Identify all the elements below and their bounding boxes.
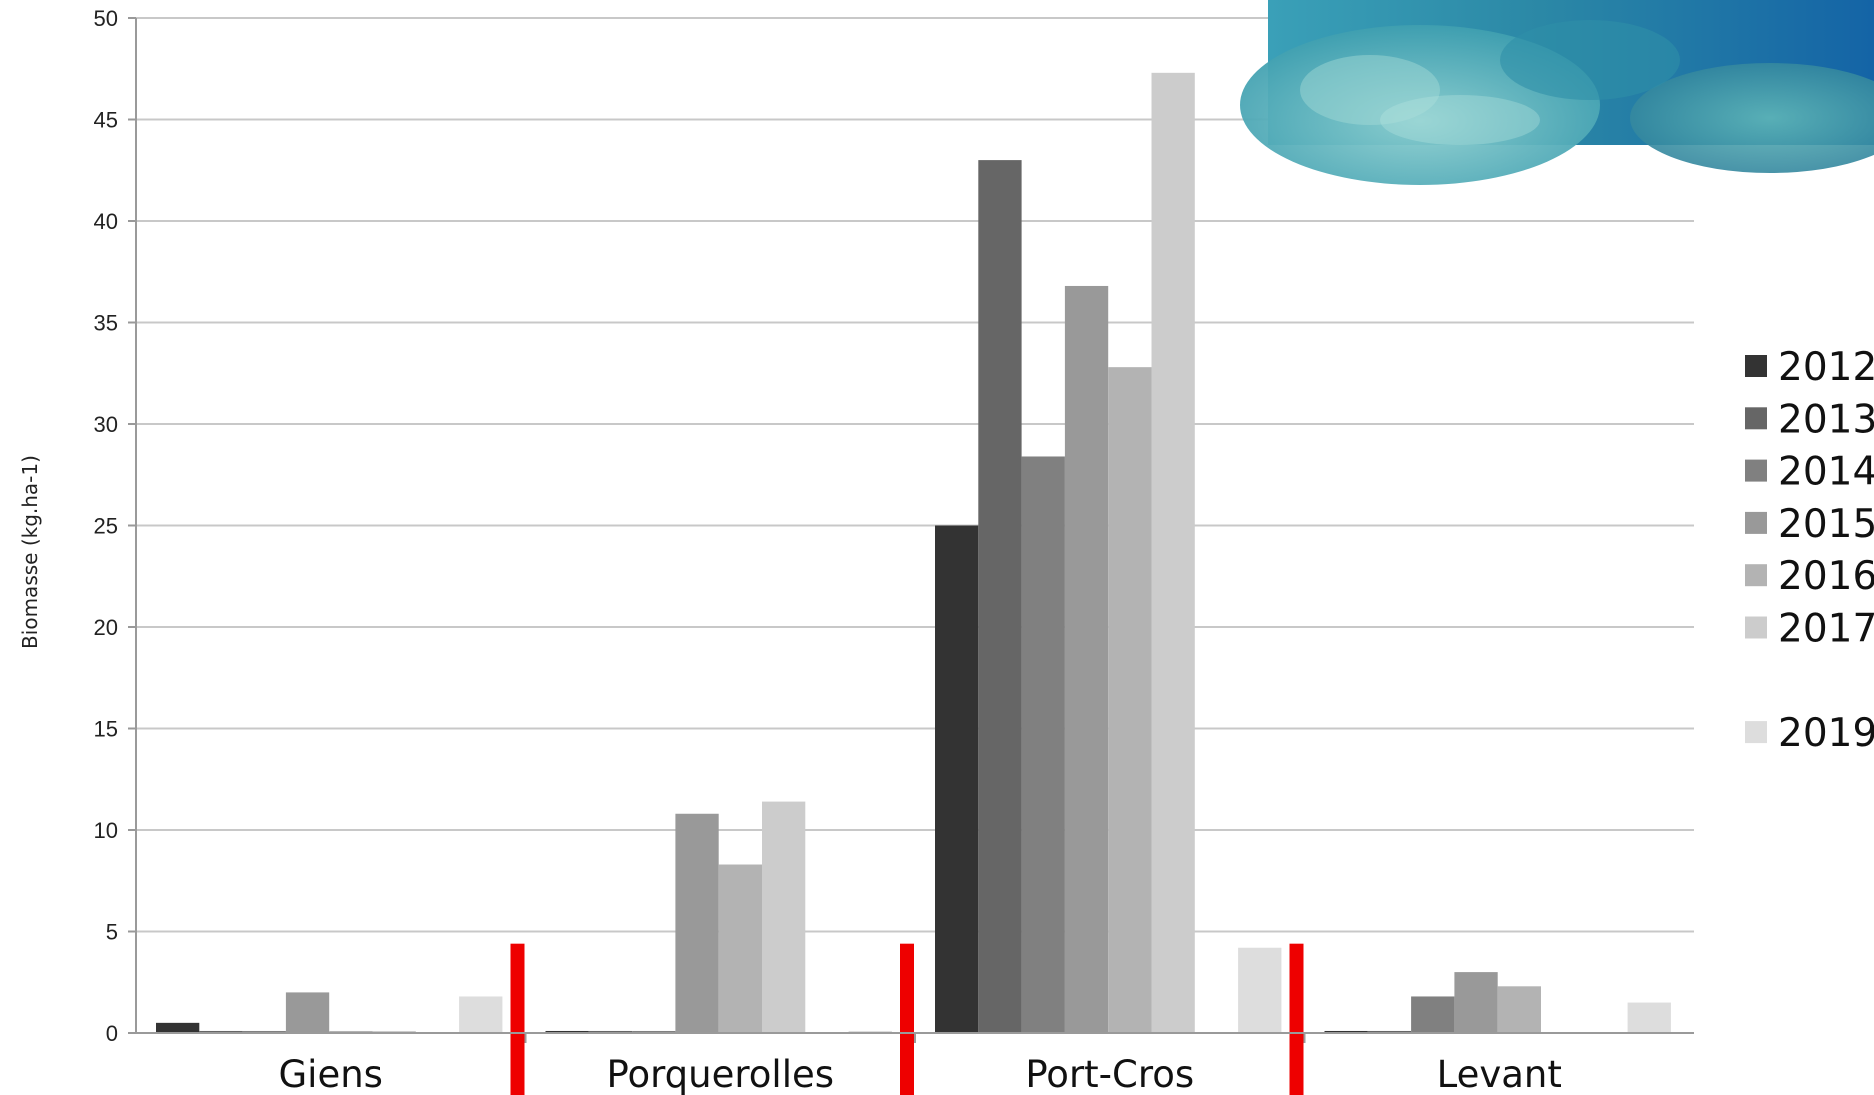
legend-label: 2014 <box>1778 450 1874 495</box>
legend-swatch <box>1745 459 1767 482</box>
y-tick-label: 15 <box>94 717 118 742</box>
bar-porquerolles-2014 <box>632 1030 676 1033</box>
bar-levant-2014 <box>1411 996 1455 1033</box>
red-separators <box>510 943 1304 1095</box>
bar-porquerolles-2019 <box>848 1030 892 1033</box>
legend-label: 2017 <box>1778 607 1874 652</box>
category-labels: Giens Porquerolles Port-Cros Levant <box>279 1053 1562 1095</box>
bar-port-cros-2015 <box>1064 285 1109 1034</box>
legend-label: 2016 <box>1778 554 1874 599</box>
bar-giens-2014 <box>242 1030 286 1033</box>
bar-port-cros-2016 <box>1108 367 1152 1033</box>
bar-giens-2019 <box>459 996 503 1033</box>
bar-port-cros-2013 <box>978 160 1022 1034</box>
underwater-photo-inset <box>1240 0 1874 185</box>
y-axis-ticks: 0 5 10 15 20 25 30 35 40 45 50 <box>94 6 136 1046</box>
bar-giens-2013 <box>199 1030 243 1033</box>
red-separator-bar <box>900 943 914 1095</box>
y-axis-label: Biomasse (kg.ha-1) <box>18 455 42 649</box>
red-separator-bar <box>510 943 525 1095</box>
bar-giens-2017 <box>372 1030 416 1033</box>
bar-porquerolles-2013 <box>588 1030 633 1033</box>
legend-swatch <box>1745 564 1767 587</box>
bar-porquerolles-2012 <box>545 1030 589 1033</box>
bar-levant-2013 <box>1367 1030 1412 1033</box>
bar-port-cros-2014 <box>1021 456 1065 1034</box>
y-tick-label: 10 <box>94 818 118 843</box>
legend-swatch <box>1745 511 1767 534</box>
legend: 2012 2013 2014 2015 2016 2017 2019 <box>1745 345 1874 756</box>
bar-port-cros-2019 <box>1238 947 1282 1033</box>
category-label: Porquerolles <box>606 1053 834 1095</box>
category-label: Levant <box>1437 1053 1562 1095</box>
y-tick-label: 45 <box>94 108 118 133</box>
bars <box>156 72 1671 1034</box>
y-tick-label: 20 <box>94 615 118 640</box>
bar-giens-2015 <box>285 992 330 1033</box>
bar-giens-2016 <box>329 1030 373 1033</box>
bar-levant-2016 <box>1497 986 1541 1033</box>
red-separator-bar <box>1289 943 1304 1095</box>
y-tick-label: 35 <box>94 311 118 336</box>
bar-levant-2012 <box>1324 1030 1368 1033</box>
legend-swatch <box>1745 355 1767 377</box>
category-label: Giens <box>279 1053 383 1095</box>
legend-swatch <box>1745 407 1767 430</box>
bar-porquerolles-2015 <box>675 813 719 1033</box>
bar-levant-2015 <box>1454 972 1498 1033</box>
y-tick-label: 30 <box>94 412 118 437</box>
bar-levant-2019 <box>1627 1002 1671 1033</box>
y-tick-label: 50 <box>94 6 118 31</box>
bar-port-cros-2012 <box>935 525 979 1033</box>
legend-swatch <box>1745 616 1767 639</box>
axes <box>135 18 1694 1043</box>
legend-label: 2019 <box>1778 711 1874 756</box>
y-tick-label: 40 <box>94 209 118 234</box>
legend-label: 2015 <box>1778 502 1874 547</box>
bar-giens-2012 <box>156 1022 200 1033</box>
y-tick-label: 5 <box>106 920 118 945</box>
y-tick-label: 25 <box>94 514 118 539</box>
legend-label: 2012 <box>1778 345 1874 390</box>
legend-label: 2013 <box>1778 397 1874 442</box>
category-label: Port-Cros <box>1025 1053 1194 1095</box>
y-tick-label: 0 <box>106 1021 118 1046</box>
legend-swatch <box>1745 721 1767 744</box>
bar-port-cros-2017 <box>1151 72 1195 1033</box>
bar-porquerolles-2016 <box>718 864 762 1033</box>
bar-porquerolles-2017 <box>762 801 806 1033</box>
